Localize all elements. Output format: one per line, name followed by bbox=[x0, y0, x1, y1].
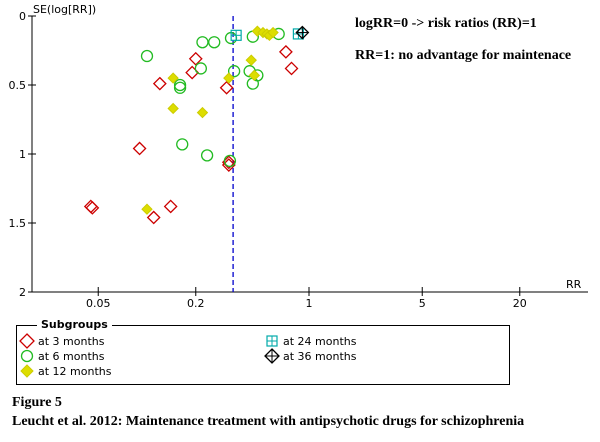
circle-open-icon bbox=[20, 349, 34, 363]
data-point-diamond-filled bbox=[223, 72, 235, 84]
x-axis-label: RR bbox=[566, 278, 582, 291]
data-point-diamond-open bbox=[163, 199, 178, 214]
y-axis-label: SE(log[RR]) bbox=[33, 3, 96, 16]
series-at-6-months bbox=[140, 27, 285, 168]
data-point-circle-open bbox=[173, 78, 187, 92]
legend-item-24-months: at 24 months bbox=[264, 333, 356, 349]
legend-label: at 36 months bbox=[283, 349, 357, 363]
data-point-diamond-open bbox=[132, 141, 147, 156]
data-point-diamond-open bbox=[219, 80, 234, 95]
diamond-filled-icon bbox=[20, 364, 34, 378]
data-point-circle-open bbox=[176, 138, 189, 151]
data-points bbox=[83, 25, 310, 225]
x-tick-label: 20 bbox=[513, 297, 527, 310]
x-tick-label: 0.05 bbox=[86, 297, 111, 310]
series-at-3-months bbox=[83, 44, 299, 225]
data-point-diamond-open bbox=[152, 76, 167, 91]
annotation-no-advantage: RR=1: no advantage for maintenace bbox=[355, 48, 572, 63]
data-point-circle-open bbox=[200, 149, 214, 162]
square-plus-icon bbox=[266, 335, 278, 347]
diamond-open-icon bbox=[19, 333, 35, 349]
data-point-diamond-filled bbox=[167, 102, 179, 115]
y-tick-label: 1 bbox=[19, 148, 26, 161]
data-point-diamond-cross bbox=[295, 25, 310, 40]
x-tick-label: 0.2 bbox=[187, 297, 205, 310]
data-point-diamond-open bbox=[85, 200, 100, 215]
data-point-circle-open bbox=[227, 65, 241, 78]
data-point-circle-open bbox=[173, 81, 187, 94]
y-tick-label: 1.5 bbox=[9, 217, 27, 230]
data-point-diamond-filled bbox=[267, 26, 279, 39]
legend-title: Subgroups bbox=[37, 318, 112, 331]
data-point-circle-open bbox=[194, 62, 208, 75]
annotation-logrr: logRR=0 -> risk ratios (RR)=1 bbox=[355, 16, 537, 31]
data-point-square-plus bbox=[230, 29, 242, 41]
data-point-diamond-open bbox=[146, 210, 161, 225]
legend-item-12-months: at 12 months bbox=[19, 363, 111, 379]
data-point-diamond-filled bbox=[167, 72, 179, 84]
legend-item-6-months: at 6 months bbox=[19, 348, 104, 364]
x-tick-label: 1 bbox=[306, 297, 313, 310]
y-tick-label: 2 bbox=[19, 286, 26, 299]
legend-label: at 3 months bbox=[38, 334, 105, 348]
y-tick-label: 0.5 bbox=[9, 79, 27, 92]
series-at-12-months bbox=[141, 25, 279, 215]
legend: Subgroups at 3 months at 6 months at 12 … bbox=[16, 318, 510, 385]
funnel-plot: 0 0.5 1 1.5 2 0.05 0.2 1 5 20 SE(log[RR]) RR bbox=[9, 3, 588, 310]
figure-number: Figure 5 bbox=[12, 395, 62, 410]
data-point-diamond-open bbox=[284, 61, 299, 76]
x-tick-label: 5 bbox=[419, 297, 426, 310]
data-point-diamond-open bbox=[278, 44, 293, 59]
data-point-diamond-filled bbox=[196, 106, 209, 119]
data-point-circle-open bbox=[196, 36, 209, 49]
legend-label: at 24 months bbox=[283, 334, 357, 348]
data-point-circle-open bbox=[140, 49, 154, 63]
data-point-diamond-filled bbox=[141, 203, 153, 215]
legend-label: at 6 months bbox=[38, 349, 105, 363]
legend-label: at 12 months bbox=[38, 364, 112, 378]
data-point-diamond-filled bbox=[248, 69, 261, 82]
data-point-circle-open bbox=[223, 154, 237, 168]
legend-item-3-months: at 3 months bbox=[19, 333, 104, 349]
series-at-36-months bbox=[295, 25, 310, 40]
diamond-cross-icon bbox=[264, 348, 280, 364]
data-point-circle-open bbox=[246, 77, 259, 90]
data-point-circle-open bbox=[208, 36, 221, 49]
data-point-diamond-filled bbox=[245, 54, 257, 66]
figure-caption: Leucht et al. 2012: Maintenance treatmen… bbox=[12, 414, 525, 429]
axes: 0 0.5 1 1.5 2 0.05 0.2 1 5 20 bbox=[9, 10, 588, 310]
data-point-diamond-open bbox=[188, 51, 203, 66]
legend-item-36-months: at 36 months bbox=[264, 348, 356, 364]
y-tick-label: 0 bbox=[19, 10, 26, 23]
